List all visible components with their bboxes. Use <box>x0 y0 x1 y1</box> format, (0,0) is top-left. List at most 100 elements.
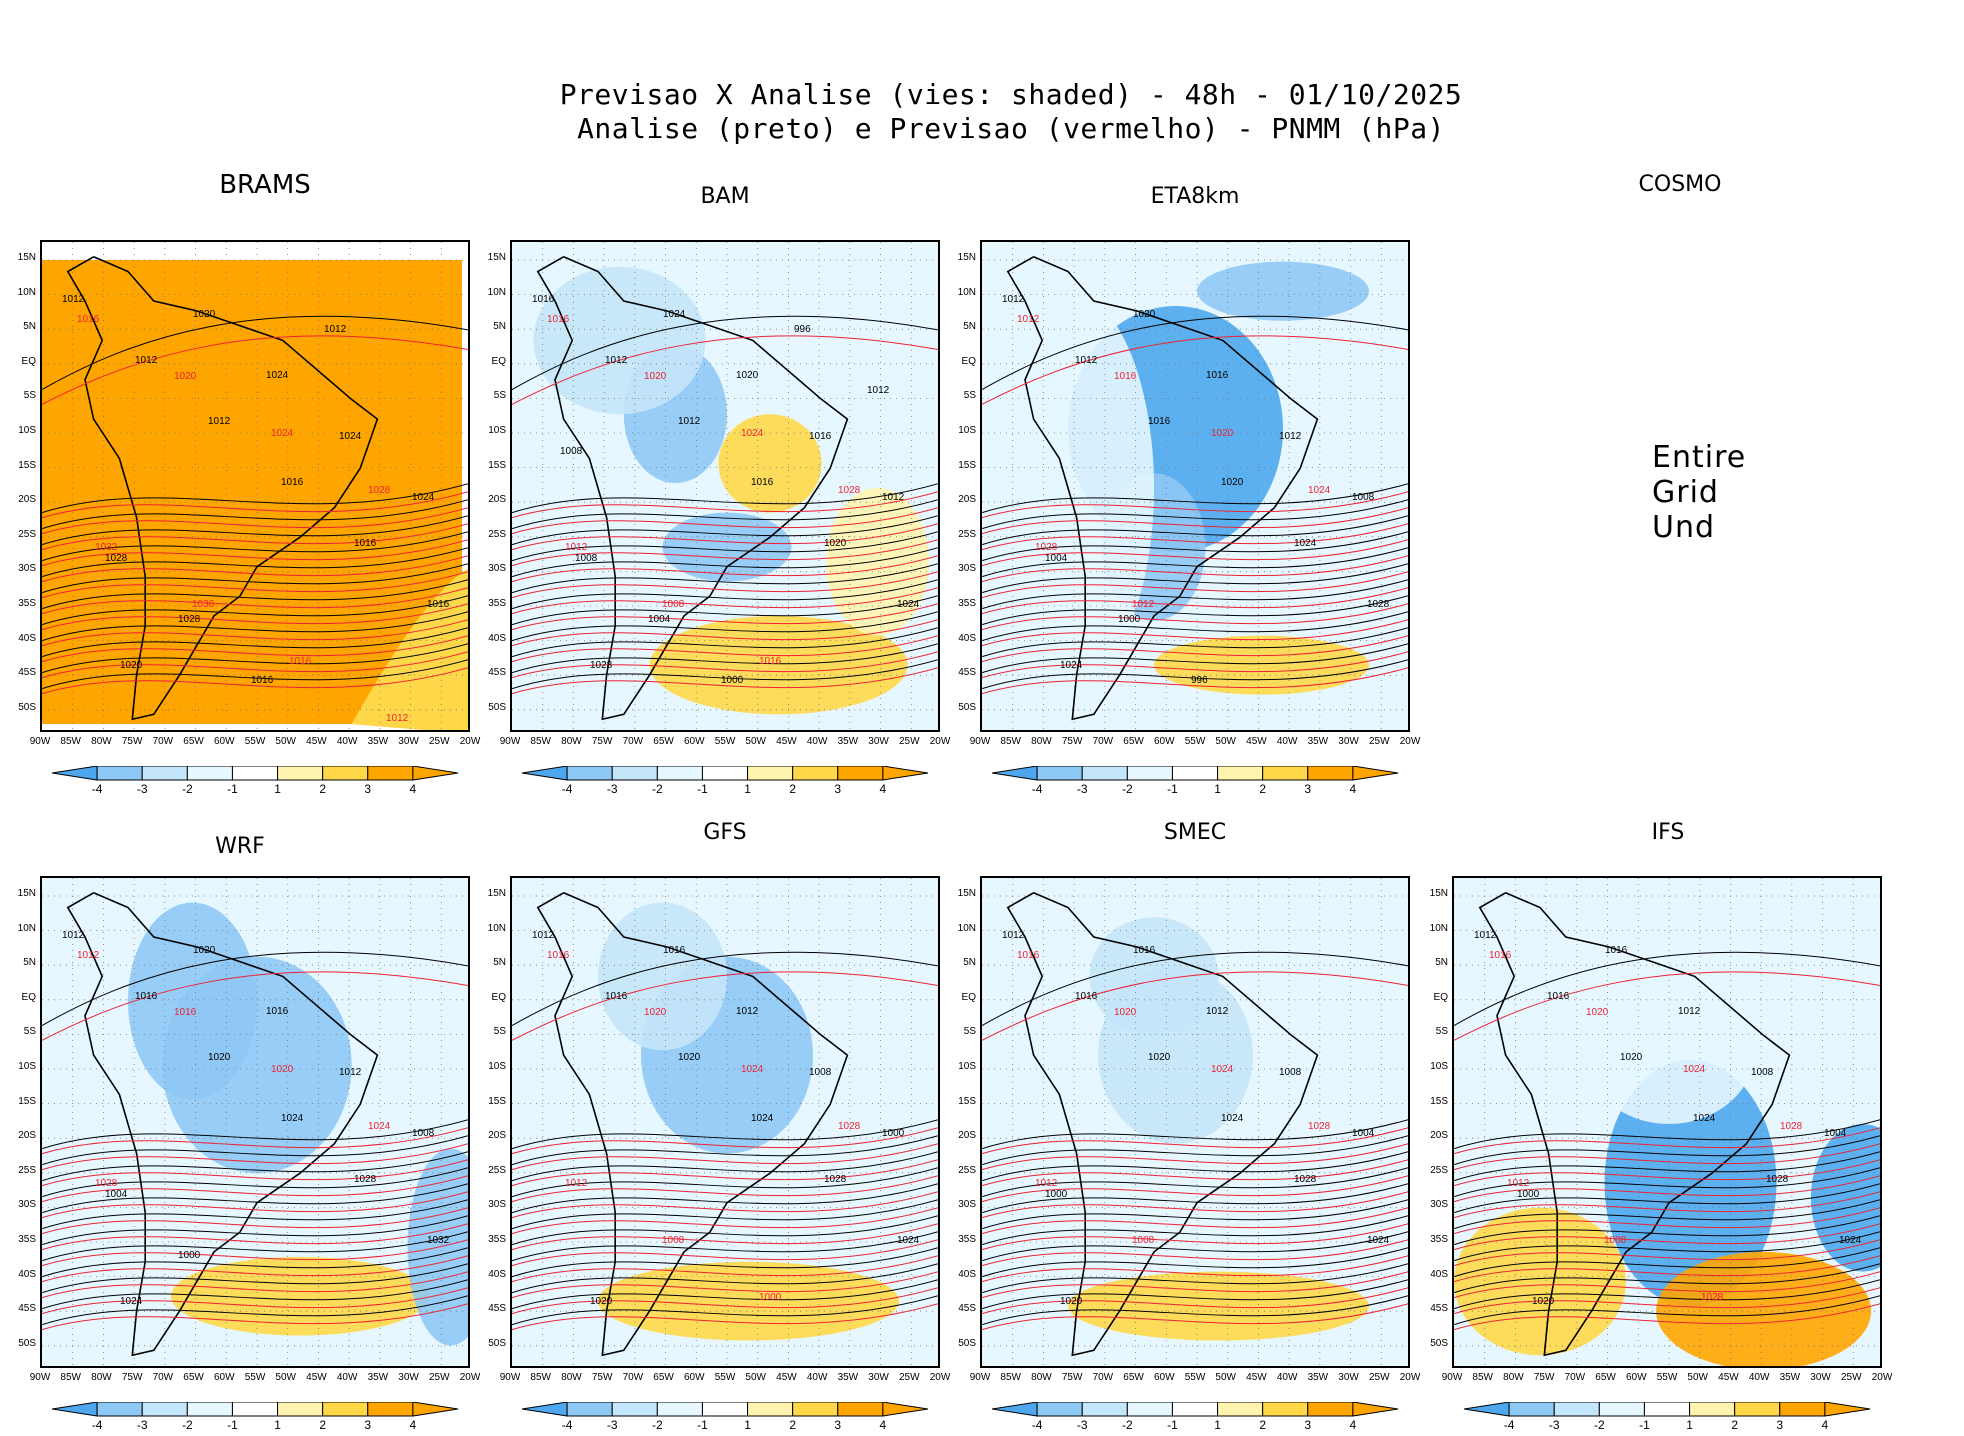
isobar-forecast <box>512 539 938 567</box>
isobar-forecast <box>42 1287 468 1315</box>
panel-title: IFS <box>1651 820 1685 845</box>
colorbar-tick-label: 3 <box>1304 1418 1312 1432</box>
lat-tick-label: 25S <box>958 528 976 540</box>
contour-label-forecast: 1012 <box>1035 1178 1058 1189</box>
isobar-analysis <box>42 499 468 530</box>
colorbar-segment <box>882 766 929 781</box>
colorbar-segment <box>656 766 703 781</box>
lon-tick-label: 85W <box>530 1372 551 1383</box>
lon-tick-label: 50W <box>1687 1372 1708 1383</box>
lon-tick-label: 75W <box>121 1372 143 1383</box>
isobar-forecast <box>512 335 938 405</box>
lon-tick-label: 40W <box>1276 736 1298 747</box>
contour-label-analysis: 1020 <box>120 660 143 671</box>
contour-label-forecast: 1016 <box>759 656 782 667</box>
lon-tick-label: 55W <box>1184 736 1206 747</box>
panel-title: SMEC <box>1163 820 1227 845</box>
lat-tick-label: EQ <box>491 991 506 1003</box>
colorbar-tick-label: 4 <box>1349 782 1357 796</box>
contour-label-analysis: 1024 <box>1693 1113 1716 1124</box>
bias-shading <box>1089 917 1219 1036</box>
colorbar <box>52 766 459 781</box>
contour-label-analysis: 1012 <box>1002 294 1025 305</box>
lat-tick-label: 10N <box>487 922 506 934</box>
colorbar-tick-label: 4 <box>879 1418 887 1432</box>
contour-label-forecast: 1028 <box>95 1178 118 1189</box>
colorbar-tick-label: -3 <box>606 1418 618 1432</box>
contour-label-analysis: 1028 <box>1294 1174 1317 1185</box>
bias-shading <box>1068 1271 1369 1341</box>
isobar-forecast <box>982 603 1408 631</box>
lon-tick-label: 20W <box>459 1372 481 1383</box>
lon-tick-label: 40W <box>336 1372 358 1383</box>
contour-label-analysis: 1016 <box>1206 370 1229 381</box>
contour-label-analysis: 1012 <box>135 355 158 366</box>
isobar-analysis <box>982 547 1408 578</box>
isobar-analysis <box>512 1167 938 1198</box>
contour-label-forecast: 1008 <box>662 1235 685 1246</box>
lon-tick-label: 85W <box>1472 1372 1493 1383</box>
colorbar-tick-label: -4 <box>91 782 103 796</box>
contour-label-forecast: 1008 <box>1132 1235 1155 1246</box>
lon-tick-label: 85W <box>1000 1372 1021 1383</box>
isobar-analysis <box>512 951 938 1027</box>
isobar-forecast <box>1454 971 1880 1041</box>
contour-label-analysis: 1016 <box>1133 945 1156 956</box>
lon-tick-label: 30W <box>1338 736 1359 747</box>
lat-tick-label: 15N <box>1429 888 1448 899</box>
colorbar-segment <box>277 1402 324 1417</box>
contour-label-analysis: 1024 <box>663 309 686 320</box>
lat-tick-label: 35S <box>958 1234 976 1245</box>
colorbar-segment <box>141 1402 188 1417</box>
colorbar-tick-label: -4 <box>561 782 573 796</box>
colorbar-segment <box>837 1402 884 1417</box>
lat-tick-label: 5N <box>1435 957 1448 969</box>
lat-tick-label: 15N <box>17 252 36 263</box>
contour-label-analysis: 1012 <box>1678 1006 1701 1017</box>
lat-tick-label: 30S <box>958 1199 976 1211</box>
map-canvas: 1012 1012 1012 1016 1016 1016 1020 1020 1024 1024… <box>42 242 468 730</box>
lon-tick-label: 40W <box>336 736 358 747</box>
contour-label-analysis: 1012 <box>1279 431 1302 442</box>
lon-tick-label: 65W <box>1123 1372 1144 1383</box>
colorbar-tick-label: 2 <box>319 782 326 796</box>
isobar-analysis <box>512 1247 938 1278</box>
isobar-analysis <box>512 531 938 562</box>
isobar-forecast <box>512 1239 938 1267</box>
lon-tick-label: 60W <box>1626 1372 1647 1383</box>
lon-tick-label: 45W <box>306 1372 327 1383</box>
colorbar-segment <box>1217 1402 1264 1417</box>
contour-label-forecast: 1028 <box>1701 1292 1724 1303</box>
lon-tick-label: 35W <box>367 1372 389 1383</box>
colorbar-tick-label: -1 <box>697 782 708 796</box>
colorbar-segment <box>837 766 884 781</box>
lat-tick-label: EQ <box>21 991 36 1003</box>
lat-tick-label: 15S <box>958 1095 976 1107</box>
isobar-analysis <box>982 579 1408 610</box>
isobar-forecast <box>1454 1175 1880 1203</box>
colorbar-segment <box>1352 1402 1399 1417</box>
contour-label-analysis: 1000 <box>882 1128 905 1139</box>
colorbar-tick-label: -4 <box>1503 1418 1515 1432</box>
contour-label-analysis: 1016 <box>1605 945 1628 956</box>
contour-label-forecast: 1012 <box>1507 1178 1530 1189</box>
colorbar-segment <box>1171 1402 1219 1417</box>
isobar-analysis <box>512 1215 938 1246</box>
contour-label-forecast: 1020 <box>1211 428 1234 439</box>
contour-label-analysis: 1012 <box>62 930 85 941</box>
lat-tick-label: 5S <box>963 1026 976 1038</box>
isobar-analysis <box>42 659 468 690</box>
isobar-analysis <box>42 483 468 514</box>
isobar-analysis <box>42 1215 468 1246</box>
isobar-forecast <box>1454 1271 1880 1299</box>
isobar-analysis <box>512 499 938 530</box>
contour-label-analysis: 1020 <box>1133 309 1156 320</box>
lat-tick-label: 10S <box>488 425 506 436</box>
lat-tick-label: 15N <box>487 888 506 899</box>
colorbar-tick-label: 3 <box>1776 1418 1784 1432</box>
isobar-forecast <box>42 555 468 583</box>
contour-label-analysis: 1016 <box>663 945 686 956</box>
isobar-forecast <box>42 335 468 405</box>
colorbar-tick-label: 2 <box>1259 782 1266 796</box>
lat-tick-label: 10S <box>18 425 36 436</box>
